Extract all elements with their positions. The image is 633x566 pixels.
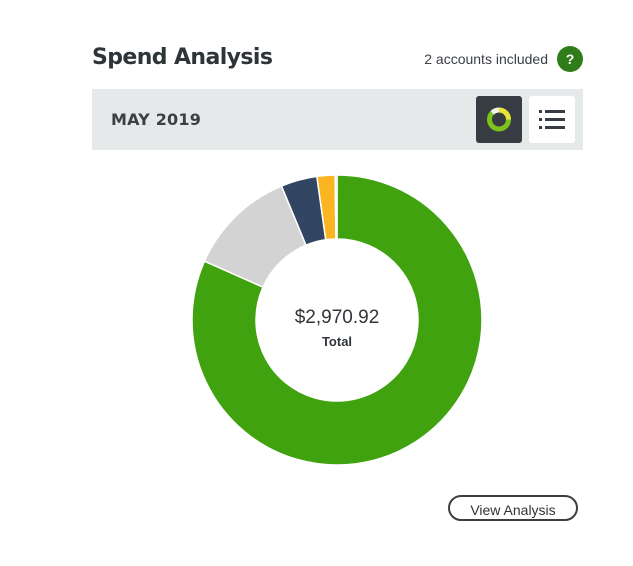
total-label: Total xyxy=(321,334,353,349)
donut-chart-icon xyxy=(487,107,511,132)
donut-view-toggle[interactable] xyxy=(476,96,522,143)
period-bar: MAY 2019 xyxy=(92,89,583,150)
total-amount: $2,970.92 xyxy=(294,307,380,328)
list-icon xyxy=(539,110,565,129)
list-view-toggle[interactable] xyxy=(529,96,575,143)
page-title: Spend Analysis xyxy=(92,45,273,70)
accounts-included-text: 2 accounts included xyxy=(424,51,548,67)
donut-slice-1[interactable] xyxy=(191,174,483,466)
help-button[interactable]: ? xyxy=(557,46,583,72)
view-analysis-button[interactable]: View Analysis xyxy=(448,495,578,521)
period-label: MAY 2019 xyxy=(111,110,202,129)
donut-slice-5[interactable] xyxy=(334,174,338,240)
